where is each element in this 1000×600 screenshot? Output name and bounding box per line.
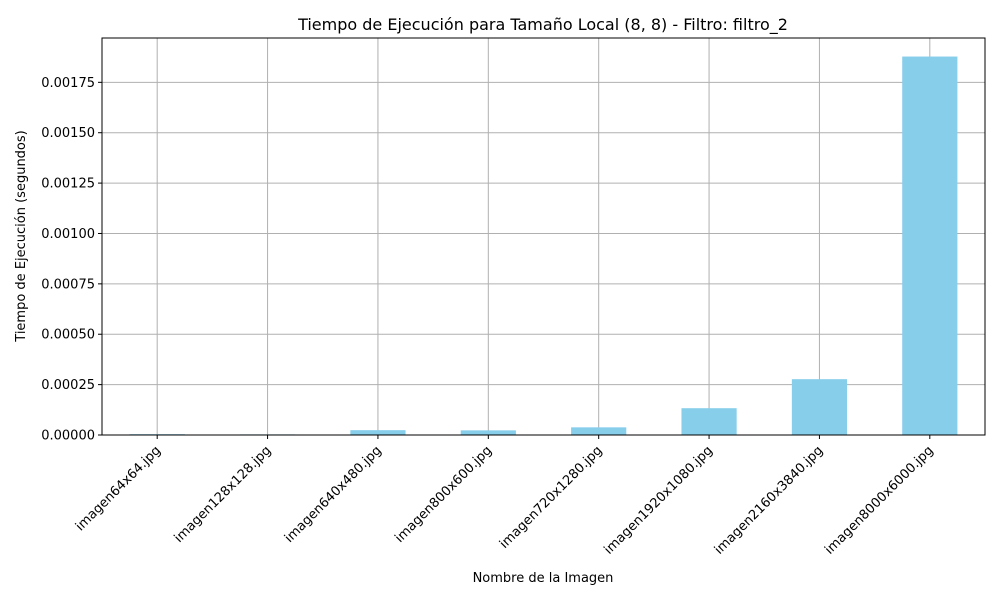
y-tick-label: 0.00075 xyxy=(41,277,95,292)
grid-layer xyxy=(102,38,985,436)
y-tick-label: 0.00000 xyxy=(41,429,95,444)
bar xyxy=(791,379,848,435)
x-tick-label: imagen800x600.jpg xyxy=(392,443,495,546)
bar xyxy=(902,56,958,435)
bar xyxy=(571,427,627,435)
x-tick-label: imagen128x128.jpg xyxy=(172,443,275,546)
y-tick-label: 0.00100 xyxy=(41,227,95,242)
ticks-layer: 0.00000 0.00025 0.00050 0.00075 0.00100 0.001… xyxy=(41,76,936,558)
bar xyxy=(460,430,516,435)
y-tick-label: 0.00025 xyxy=(41,378,95,393)
x-tick-label: imagen640x480.jpg xyxy=(282,443,385,546)
y-tick-label: 0.00175 xyxy=(41,76,95,91)
chart-title: Tiempo de Ejecución para Tamaño Local (8… xyxy=(297,15,788,35)
y-axis-label: Tiempo de Ejecución (segundos) xyxy=(14,130,29,342)
y-tick-label: 0.00125 xyxy=(41,177,95,192)
x-tick-label: imagen64x64.jpg xyxy=(73,443,164,534)
bar xyxy=(681,408,737,435)
bar xyxy=(350,430,406,435)
x-tick-label: imagen720x1280.jpg xyxy=(497,443,606,552)
bars-layer xyxy=(129,56,958,435)
plot-frame xyxy=(101,37,986,436)
x-tick-label: imagen1920x1080.jpg xyxy=(601,443,715,557)
x-tick-label: imagen8000x6000.jpg xyxy=(822,443,936,557)
x-tick-label: imagen2160x3840.jpg xyxy=(712,443,826,557)
y-tick-label: 0.00050 xyxy=(41,328,95,343)
x-axis-label: Nombre de la Imagen xyxy=(473,571,614,586)
y-tick-label: 0.00150 xyxy=(41,126,95,141)
